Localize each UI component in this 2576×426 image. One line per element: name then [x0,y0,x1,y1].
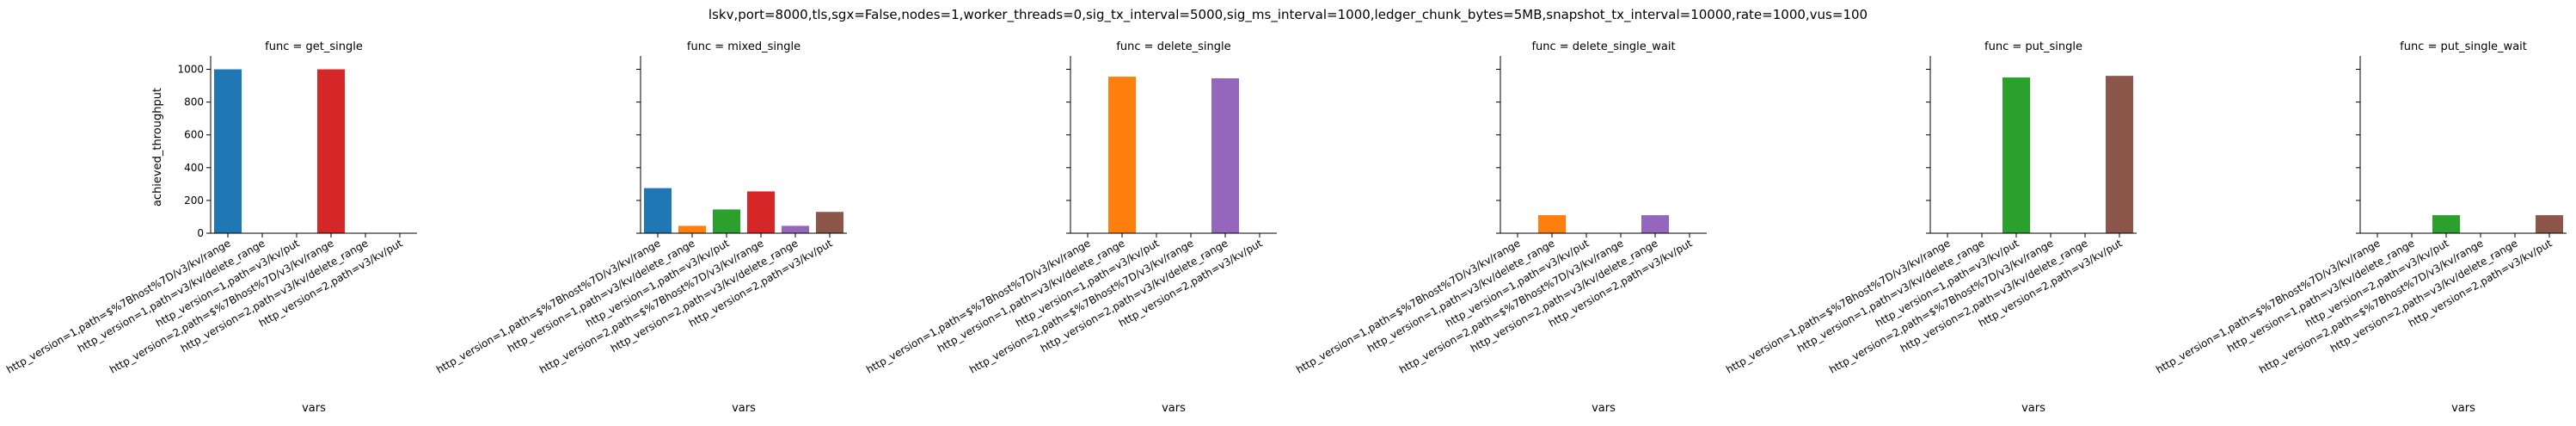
x-axis-label: vars [1162,402,1186,415]
panel-title: func = delete_single_wait [1531,40,1675,53]
bar-2 [1108,77,1136,233]
bar-2 [1538,215,1566,233]
bar-1 [644,188,672,233]
bar-6 [2106,76,2133,234]
panel-title: func = get_single [265,40,363,53]
x-axis-label: vars [302,402,326,415]
y-tick-label: 1000 [177,64,204,76]
bar-2 [678,225,706,233]
bar-5 [782,225,809,233]
figure-suptitle: lskv,port=8000,tls,sgx=False,nodes=1,wor… [708,7,1868,22]
bar-6 [816,212,843,233]
bar-5 [1641,215,1669,233]
x-axis-label: vars [2451,402,2475,415]
bar-6 [2536,215,2563,233]
y-axis-label: achieved_throughput [151,88,164,207]
x-axis-label: vars [1592,402,1616,415]
panel-title: func = delete_single [1116,40,1230,53]
y-tick-label: 800 [184,96,204,108]
bar-5 [1211,78,1239,233]
bar-4 [317,69,345,234]
x-axis-label: vars [2021,402,2045,415]
bar-3 [713,209,740,233]
bar-3 [2432,215,2460,233]
y-tick-label: 0 [197,227,204,239]
x-axis-label: vars [732,402,756,415]
y-tick-label: 200 [184,194,204,207]
y-tick-label: 400 [184,162,204,174]
panel-title: func = put_single_wait [2400,40,2527,53]
y-tick-label: 600 [184,129,204,141]
bar-1 [214,69,242,234]
bar-4 [747,191,775,233]
bar-3 [2003,77,2030,233]
panel-title: func = mixed_single [687,40,800,53]
panel-title: func = put_single [1984,40,2082,53]
